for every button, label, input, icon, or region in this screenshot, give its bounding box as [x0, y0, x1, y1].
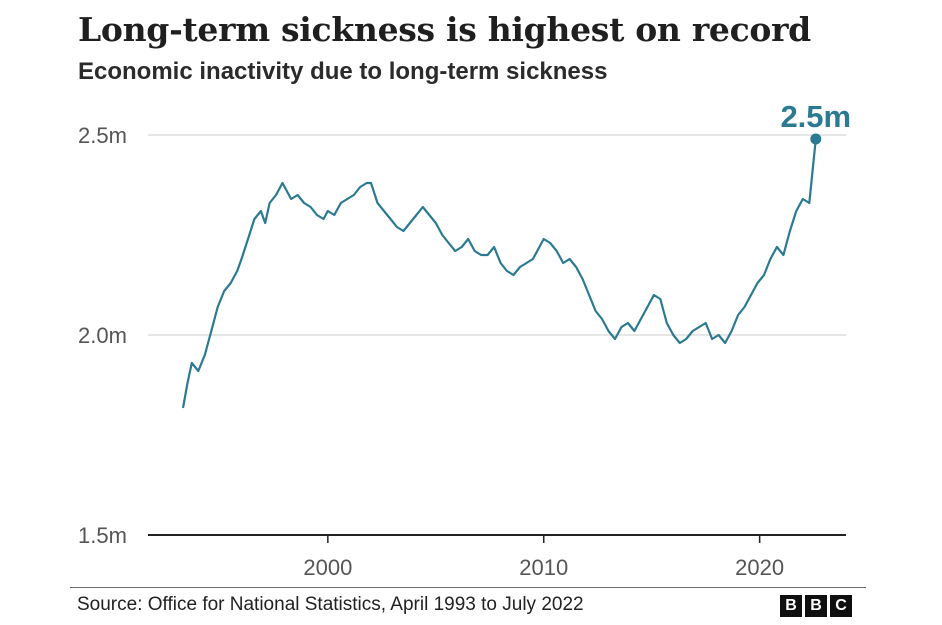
grid-layer: 2.5m 2.0m 1.5m 2000 2010 2020 — [78, 123, 846, 580]
bbc-logo: B B C — [780, 595, 852, 617]
bbc-logo-block: B — [805, 595, 827, 617]
y-tick-label: 1.5m — [78, 523, 127, 548]
chart-title: Long-term sickness is highest on record — [78, 10, 811, 49]
bbc-logo-block: B — [780, 595, 802, 617]
source-note: Source: Office for National Statistics, … — [77, 594, 584, 615]
latest-value-marker — [810, 133, 822, 145]
chart-subtitle: Economic inactivity due to long-term sic… — [78, 58, 608, 85]
series-layer: 2.5m — [182, 99, 851, 409]
x-tick-label: 2020 — [735, 555, 784, 580]
series-line — [182, 137, 817, 409]
y-tick-label: 2.0m — [78, 323, 127, 348]
latest-value-label: 2.5m — [780, 99, 851, 134]
bbc-logo-block: C — [830, 595, 852, 617]
x-tick-label: 2000 — [303, 555, 352, 580]
footer-divider — [70, 587, 866, 588]
x-tick-label: 2010 — [519, 555, 568, 580]
y-tick-label: 2.5m — [78, 123, 127, 148]
